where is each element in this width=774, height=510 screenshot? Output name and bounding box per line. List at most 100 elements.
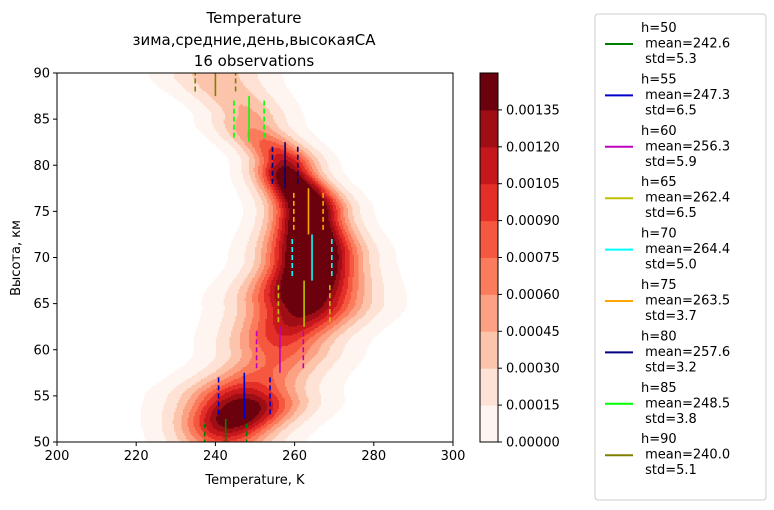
contour-band [255, 161, 260, 164]
contour-band [252, 194, 260, 197]
contour-band [256, 335, 266, 338]
contour-band [199, 424, 206, 426]
contour-band [333, 200, 337, 203]
contour-band [291, 343, 305, 345]
contour-band [264, 193, 268, 195]
contour-band [250, 235, 260, 237]
contour-band [220, 401, 230, 404]
contour-band [334, 217, 338, 219]
contour-band [262, 166, 268, 168]
contour-band [321, 400, 346, 402]
contour-band [280, 236, 284, 239]
contour-band [226, 157, 241, 159]
contour-band [328, 190, 332, 192]
contour-band [258, 278, 265, 281]
contour-band [282, 130, 295, 132]
contour-band [322, 334, 332, 336]
contour-band [265, 256, 271, 258]
contour-band [327, 299, 334, 302]
contour-band [304, 139, 320, 141]
contour-band [145, 392, 170, 395]
contour-band [280, 269, 284, 272]
contour-band [300, 371, 313, 374]
contour-band [342, 259, 346, 261]
contour-band [174, 416, 182, 419]
contour-band [286, 199, 325, 201]
contour-band [273, 316, 283, 318]
contour-band [252, 296, 259, 299]
contour-band [276, 173, 299, 176]
contour-band [307, 350, 319, 353]
contour-band [343, 242, 347, 245]
contour-band [310, 373, 326, 375]
mark-h65 [277, 280, 331, 327]
contour-band [267, 91, 290, 93]
contour-band [273, 401, 280, 404]
contour-band [276, 196, 280, 198]
contour-band [250, 323, 259, 326]
contour-band [271, 400, 280, 402]
contour-band [267, 272, 272, 275]
contour-band [334, 362, 359, 365]
contour-band [217, 275, 238, 278]
contour-band [276, 280, 281, 282]
contour-band [295, 364, 307, 366]
contour-band [279, 400, 286, 402]
contour-band [267, 314, 274, 317]
contour-band [255, 259, 262, 261]
contour-band [238, 112, 257, 114]
contour-band [195, 334, 218, 336]
contour-band [321, 185, 325, 188]
contour-band [352, 253, 358, 255]
contour-band [334, 212, 338, 215]
legend-label: h=75 [641, 278, 677, 293]
contour-band [193, 344, 217, 347]
contour-band [276, 178, 304, 180]
contour-band [256, 178, 260, 180]
contour-band [210, 362, 226, 365]
contour-band [244, 257, 256, 260]
contour-band [265, 320, 274, 323]
contour-band [316, 184, 320, 186]
contour-band [273, 172, 277, 174]
contour-band [352, 290, 358, 293]
contour-band [235, 140, 244, 143]
contour-band [294, 341, 307, 344]
contour-band [268, 205, 274, 207]
contour-band [273, 407, 280, 410]
x-tick-label: 200 [45, 449, 70, 464]
contour-band [298, 427, 319, 429]
contour-band [217, 331, 232, 333]
contour-band [250, 398, 263, 401]
colorbar-segment [480, 220, 498, 258]
contour-band [337, 247, 341, 249]
contour-band [193, 118, 212, 120]
legend-label: std=5.3 [641, 52, 697, 67]
contour-band [268, 151, 287, 153]
contour-band [343, 284, 349, 287]
contour-band [162, 430, 175, 432]
contour-band [244, 254, 256, 257]
contour-band [258, 182, 263, 185]
contour-band [264, 208, 269, 210]
contour-band [213, 425, 223, 428]
contour-band [240, 358, 251, 360]
contour-band [322, 343, 334, 345]
contour-band [250, 142, 260, 144]
contour-band [357, 200, 371, 203]
contour-band [190, 410, 197, 413]
contour-band [235, 127, 271, 129]
contour-band [333, 205, 337, 207]
contour-band [268, 109, 283, 111]
contour-band [355, 299, 364, 302]
contour-band [249, 341, 259, 344]
contour-band [348, 227, 353, 230]
contour-band [195, 332, 218, 335]
contour-band [340, 226, 344, 228]
contour-band [345, 296, 352, 299]
contour-band [288, 310, 317, 312]
contour-band [204, 397, 212, 399]
contour-band [273, 236, 278, 239]
contour-band [297, 172, 302, 174]
contour-band [270, 235, 274, 237]
